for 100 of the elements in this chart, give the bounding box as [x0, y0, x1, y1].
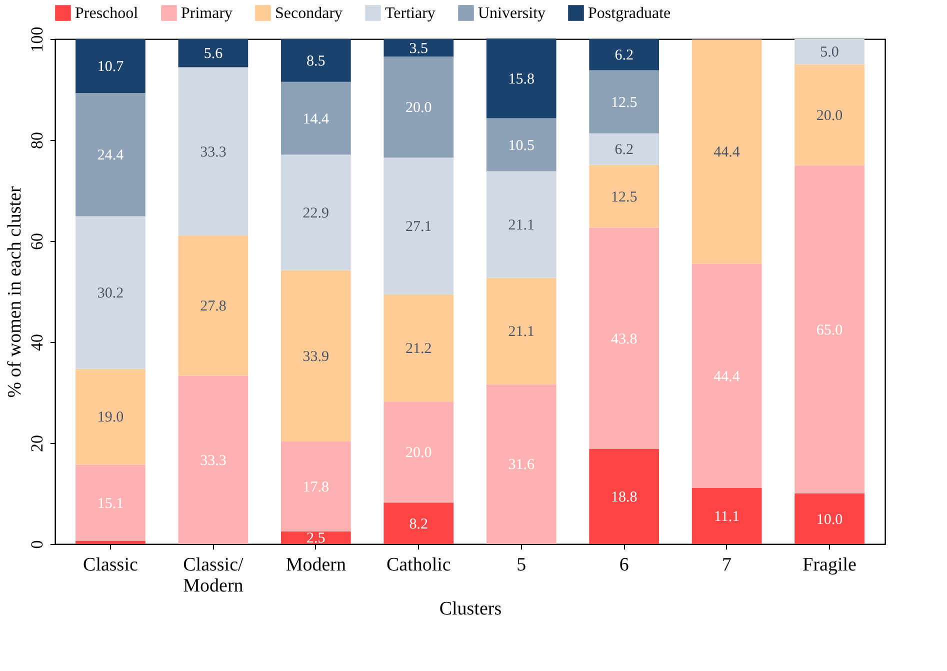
bar [280, 39, 351, 82]
y-tick-label: 20 [28, 435, 46, 452]
bar [589, 70, 660, 134]
data-label: 15.1 [97, 496, 124, 512]
y-tick-label: 40 [28, 334, 46, 351]
x-tick-label: Fragile [802, 554, 856, 576]
bar [76, 216, 146, 369]
data-label: 21.1 [508, 324, 534, 340]
bar [692, 40, 762, 264]
y-axis-title: % of women in each cluster [4, 186, 26, 398]
x-tick-label: 7 [722, 554, 732, 576]
bar [794, 64, 864, 166]
data-label: 5.6 [204, 46, 224, 62]
bar [589, 39, 660, 70]
data-label: 10.0 [816, 512, 843, 528]
x-tick-label: Modern [286, 554, 346, 576]
bar [280, 270, 351, 442]
bar [794, 165, 864, 494]
bar [384, 56, 454, 158]
data-label: 8.2 [409, 516, 428, 532]
bar [280, 82, 351, 155]
data-label: 10.5 [508, 138, 534, 154]
bar [178, 376, 248, 544]
data-label: 6.2 [614, 142, 634, 158]
bar [589, 228, 660, 450]
y-tick-label: 0 [28, 540, 46, 549]
data-label: 11.1 [714, 508, 740, 525]
data-label: 15.8 [508, 71, 534, 88]
data-label: 33.3 [200, 452, 226, 469]
data-label: 3.5 [409, 40, 428, 57]
data-label: 12.5 [610, 189, 638, 206]
bar [280, 531, 351, 544]
data-label: 44.4 [714, 144, 740, 161]
data-label: 18.8 [610, 490, 638, 506]
data-label: 20.0 [816, 108, 843, 124]
bar [76, 368, 146, 465]
data-label: 30.2 [97, 286, 124, 302]
data-label: 10.7 [97, 59, 124, 76]
data-label: 20.0 [406, 100, 432, 116]
data-label: 17.8 [302, 479, 330, 496]
bar [486, 118, 556, 172]
data-label: 24.4 [97, 148, 124, 164]
data-label: 14.4 [302, 111, 330, 128]
data-label: 27.8 [200, 298, 226, 315]
data-label: 44.4 [714, 368, 740, 385]
bar [384, 502, 454, 544]
bar [280, 154, 351, 270]
legend-label: University [478, 5, 546, 22]
bar [76, 93, 146, 216]
data-label: 31.6 [508, 457, 535, 474]
x-axis-title: Clusters [439, 598, 502, 620]
legend-label: Tertiary [385, 5, 436, 22]
bar [486, 171, 556, 278]
data-label: 12.5 [610, 94, 638, 111]
bar [76, 540, 146, 544]
x-tick-label: Classic [83, 554, 138, 576]
bar [794, 39, 864, 64]
bar [384, 39, 454, 57]
bar [384, 158, 454, 295]
bar [384, 294, 454, 402]
data-label: 8.5 [306, 53, 326, 70]
data-label: 22.9 [302, 205, 330, 222]
data-label: 33.9 [302, 348, 330, 365]
x-tick-label: 6 [619, 554, 629, 576]
legend-label: Postgraduate [588, 5, 671, 22]
bar [178, 67, 248, 236]
x-tick-label: 5 [516, 554, 526, 576]
y-tick-label: 60 [28, 233, 46, 250]
bar [178, 39, 248, 68]
bar [76, 39, 146, 94]
x-tick-label: Catholic [386, 554, 451, 576]
bar [692, 488, 762, 544]
bar [589, 449, 660, 544]
bar [589, 133, 660, 165]
data-label: 2.5 [306, 530, 326, 547]
legend-label: Preschool [75, 5, 139, 22]
bar [76, 464, 146, 541]
bar [486, 384, 556, 544]
x-tick-label: Classic/ Modern [183, 554, 244, 596]
bar [486, 278, 556, 384]
y-tick-label: 80 [28, 132, 46, 149]
data-label: 43.8 [610, 331, 638, 348]
legend-label: Secondary [275, 5, 343, 22]
bar [178, 235, 248, 376]
bar [384, 402, 454, 503]
data-label: 6.2 [614, 48, 634, 64]
bar [692, 264, 762, 488]
data-label: 27.1 [406, 219, 432, 236]
data-label: 19.0 [97, 410, 124, 426]
data-label: 21.2 [406, 341, 432, 358]
bar [280, 441, 351, 532]
legend-label: Primary [181, 5, 233, 22]
y-tick-label: 100 [28, 26, 46, 52]
data-label: 20.0 [406, 445, 432, 462]
data-label: 33.3 [200, 144, 226, 160]
bar [589, 164, 660, 228]
data-label: 21.1 [508, 218, 534, 234]
data-label: 5.0 [820, 44, 839, 61]
bar [794, 494, 864, 544]
bar [486, 38, 556, 118]
